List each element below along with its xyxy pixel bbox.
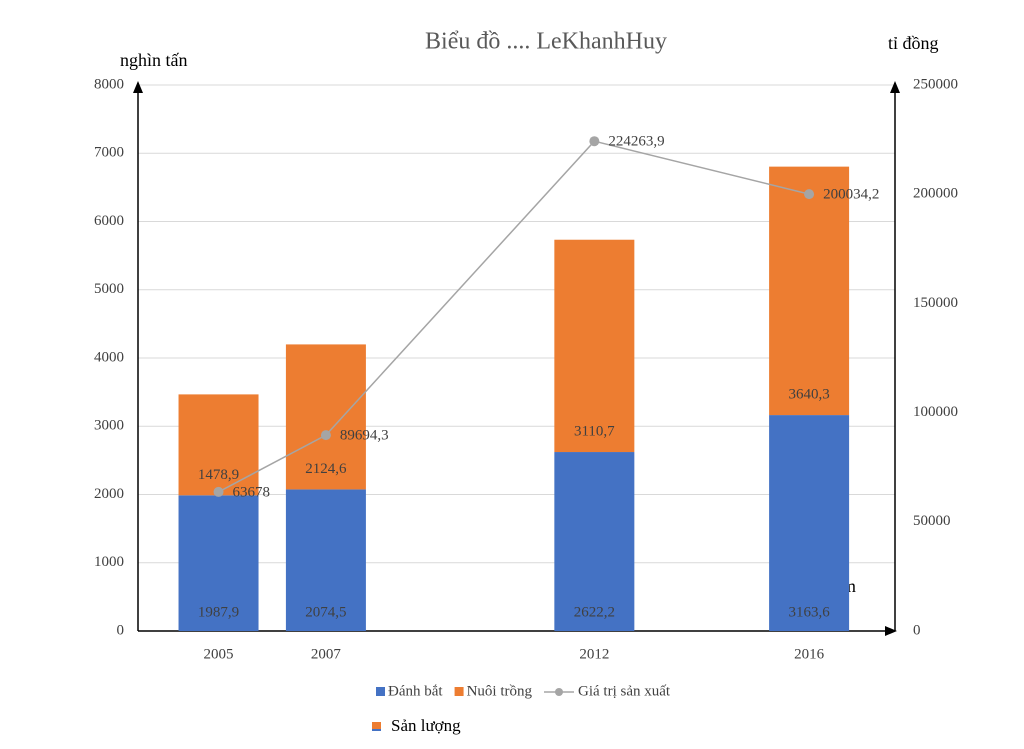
line-marker xyxy=(589,136,600,147)
line-marker xyxy=(320,430,331,441)
data-label: 2622,2 xyxy=(574,604,615,620)
y2-tick-label: 100000 xyxy=(913,404,958,420)
legend-swatch-edge xyxy=(372,729,381,731)
data-label: 224263,9 xyxy=(608,134,664,150)
data-label: 3110,7 xyxy=(574,423,615,439)
y-tick-label: 6000 xyxy=(94,213,124,229)
legend-swatch xyxy=(454,687,464,696)
y-tick-label: 4000 xyxy=(94,349,124,365)
bar xyxy=(769,166,850,416)
x-axis-arrow xyxy=(885,626,897,636)
y-tick-label: 1000 xyxy=(94,554,124,570)
x-tick-label: 2007 xyxy=(311,646,342,662)
y-tick-label: 2000 xyxy=(94,486,124,502)
data-label: 63678 xyxy=(233,484,271,500)
data-label: 3163,6 xyxy=(788,604,830,620)
chart-title: Biểu đồ .... LeKhanhHuy xyxy=(425,29,667,55)
data-label: 89694,3 xyxy=(340,428,389,444)
bar xyxy=(285,344,366,490)
y2-tick-label: 200000 xyxy=(913,186,958,202)
bar xyxy=(769,415,850,631)
legend-label: Sản lượng xyxy=(391,716,461,735)
line-marker xyxy=(213,486,224,497)
y-tick-label: 8000 xyxy=(94,76,124,92)
data-label: 200034,2 xyxy=(823,187,879,203)
y-tick-label: 3000 xyxy=(94,418,124,434)
bar xyxy=(285,489,366,631)
y2-tick-label: 50000 xyxy=(913,513,951,529)
bar xyxy=(554,452,635,631)
data-label: 1987,9 xyxy=(198,604,239,620)
y-axis-arrow xyxy=(133,81,143,93)
line-marker xyxy=(804,189,815,200)
y-axis-label: nghìn tấn xyxy=(120,50,188,70)
data-label: 2124,6 xyxy=(305,461,347,477)
bar xyxy=(178,495,259,631)
y-tick-label: 5000 xyxy=(94,281,124,297)
y-tick-label: 7000 xyxy=(94,145,124,161)
y2-tick-label: 0 xyxy=(913,622,921,638)
y2-axis-arrow xyxy=(890,81,900,93)
legend-label: Nuôi trồng xyxy=(467,683,533,699)
legend-label: Đánh bắt xyxy=(388,683,443,699)
y-tick-label: 0 xyxy=(117,622,125,638)
legend-swatch xyxy=(376,687,385,696)
legend-swatch xyxy=(372,722,381,731)
data-label: 3640,3 xyxy=(788,387,829,403)
x-tick-label: 2005 xyxy=(204,646,234,662)
y2-tick-label: 150000 xyxy=(913,295,958,311)
legend-label: Giá trị sản xuất xyxy=(578,683,671,699)
y2-axis-label: tỉ đồng xyxy=(888,33,939,53)
bar xyxy=(554,239,635,453)
line xyxy=(218,140,810,493)
data-label: 2074,5 xyxy=(305,604,346,620)
legend-marker xyxy=(555,688,563,696)
data-label: 1478,9 xyxy=(198,467,239,483)
y2-tick-label: 250000 xyxy=(913,76,958,92)
x-tick-label: 2012 xyxy=(579,646,609,662)
x-tick-label: 2016 xyxy=(794,646,825,662)
